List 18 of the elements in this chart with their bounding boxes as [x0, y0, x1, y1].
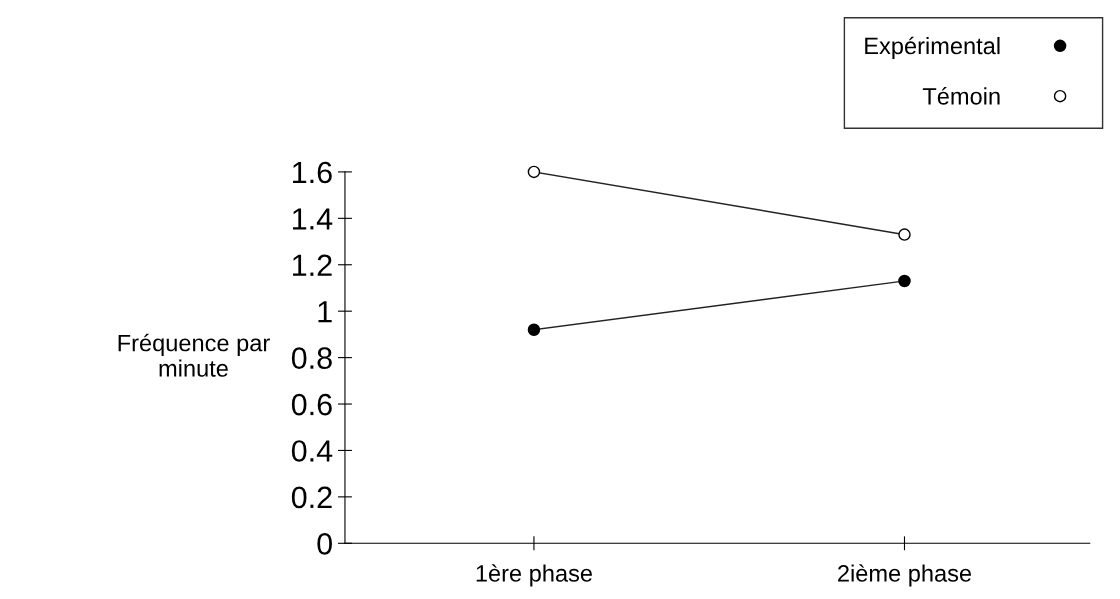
y-axis-title: Fréquence par minute [118, 333, 270, 377]
point [527, 165, 541, 179]
y-tick-label: 1.4 [293, 208, 333, 230]
legend-label: Expérimental [865, 36, 1000, 59]
point [898, 274, 911, 288]
x-tick-label: 1ère phase [476, 564, 592, 587]
y-tick-label: 0.4 [291, 440, 333, 462]
y-tick-label: 1.2 [293, 254, 332, 276]
point [898, 228, 911, 241]
y-tick-label: 0.6 [291, 393, 332, 416]
point [527, 323, 541, 337]
y-tick-label: 0 [317, 533, 332, 555]
legend-label: Témoin [922, 87, 1000, 105]
y-tick-label: 0.8 [291, 347, 332, 369]
y-tick-label: 1.6 [293, 161, 332, 184]
x-tick-label: 2ième phase [838, 564, 972, 587]
y-tick-label: 1 [318, 301, 332, 323]
y-tick-label: 0.2 [291, 486, 332, 509]
